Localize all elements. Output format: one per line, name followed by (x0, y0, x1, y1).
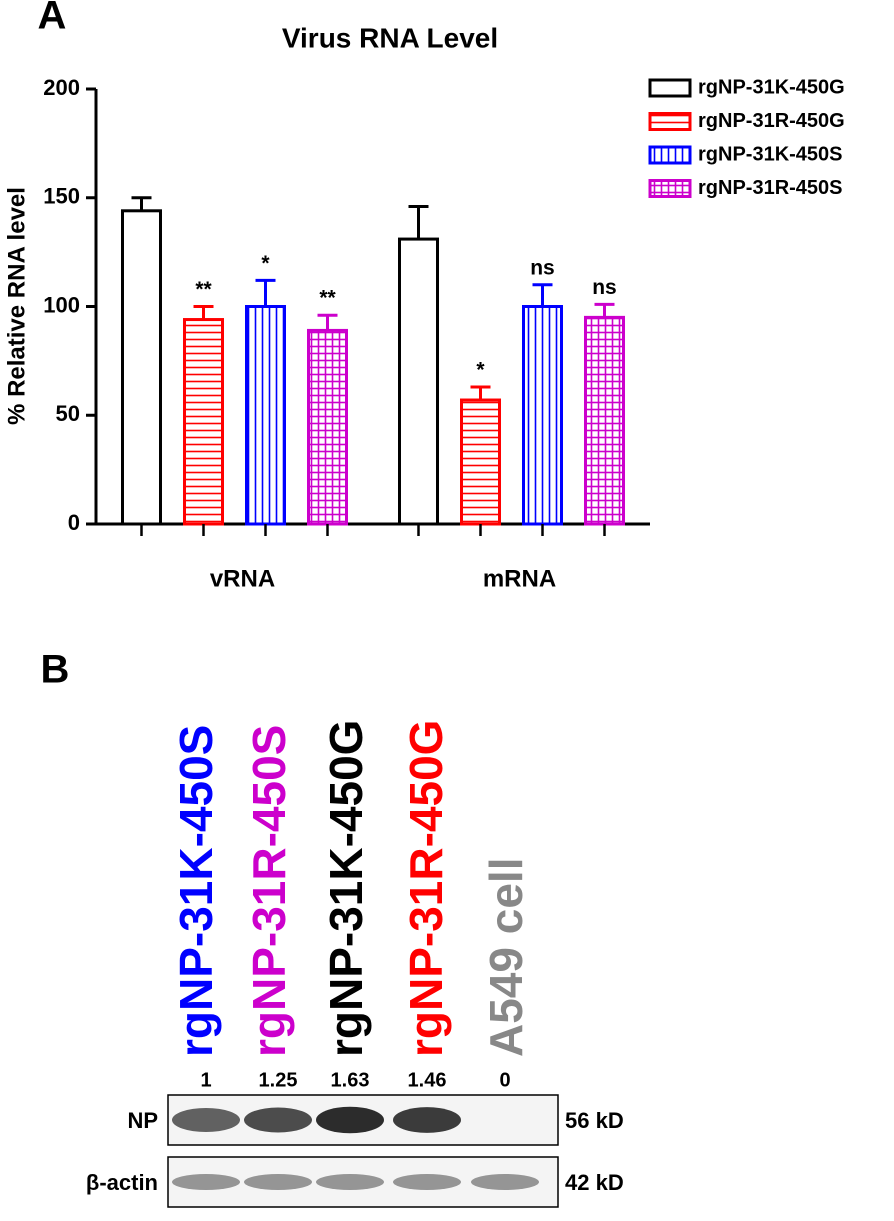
bar (307, 328, 348, 526)
legend-label: rgNP-31R-450G (698, 110, 845, 132)
np-band (393, 1107, 461, 1133)
significance-label: * (261, 252, 270, 275)
quantification: 1.46 (408, 1069, 447, 1091)
bar (245, 305, 286, 526)
y-tick-label: 100 (43, 292, 80, 317)
significance-label: * (476, 359, 485, 382)
y-tick-label: 150 (43, 184, 80, 209)
x-tick-label: mRNA (483, 565, 556, 592)
bar (522, 305, 563, 526)
quantification: 0 (499, 1069, 510, 1091)
actin-band (244, 1174, 312, 1190)
x-tick-label: vRNA (210, 565, 275, 592)
lane-label: A549 cell (480, 858, 532, 1057)
actin-band (393, 1174, 461, 1190)
size-label: 56 kD (565, 1108, 624, 1133)
legend-swatch (648, 112, 692, 131)
y-tick-label: 50 (56, 401, 80, 426)
quantification: 1.63 (331, 1069, 370, 1091)
y-tick-label: 200 (43, 75, 80, 100)
size-label: 42 kD (565, 1170, 624, 1195)
significance-label: ** (195, 278, 212, 301)
lane-label: rgNP-31K-450G (320, 720, 372, 1057)
bar (398, 237, 439, 526)
legend-label: rgNP-31R-450S (698, 177, 843, 199)
y-axis-label: % Relative RNA level (3, 187, 30, 425)
legend-swatch (648, 78, 692, 98)
panel-label: B (41, 648, 70, 692)
quantification: 1 (200, 1069, 211, 1091)
legend-label: rgNP-31K-450S (698, 143, 843, 165)
significance-label: ns (530, 256, 555, 279)
bar (121, 209, 162, 526)
chart-title: Virus RNA Level (282, 22, 498, 53)
legend-label: rgNP-31K-450G (698, 76, 845, 98)
actin-band (316, 1174, 384, 1190)
quantification: 1.25 (259, 1069, 298, 1091)
np-band (316, 1106, 384, 1134)
y-tick-label: 0 (68, 510, 80, 535)
bar (183, 318, 224, 526)
np-band (172, 1108, 240, 1132)
legend-swatch (648, 145, 692, 165)
legend-swatch (648, 179, 692, 198)
significance-label: ns (592, 276, 617, 299)
actin-band (172, 1174, 240, 1190)
lane-label: rgNP-31K-450S (170, 725, 222, 1057)
row-label: NP (127, 1108, 158, 1133)
row-label: β-actin (86, 1170, 158, 1195)
actin-band (471, 1174, 539, 1190)
bar (584, 315, 625, 526)
bar (460, 398, 501, 526)
lane-label: rgNP-31R-450G (400, 720, 452, 1057)
significance-label: ** (319, 287, 336, 310)
lane-label: rgNP-31R-450S (243, 725, 295, 1057)
np-band (244, 1107, 312, 1133)
panel-label: A (38, 0, 67, 38)
